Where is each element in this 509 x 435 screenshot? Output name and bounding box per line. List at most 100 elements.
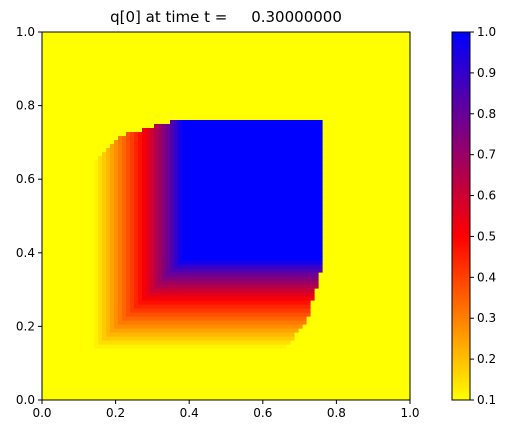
heatmap-cell — [190, 168, 195, 173]
heatmap-cell — [222, 196, 227, 201]
heatmap-cell — [118, 168, 123, 173]
heatmap-cell — [170, 120, 175, 125]
heatmap-cell — [114, 220, 119, 225]
heatmap-cell — [294, 188, 299, 193]
heatmap-cell — [210, 340, 215, 345]
heatmap-cell — [166, 292, 171, 297]
heatmap-cell — [198, 296, 203, 301]
heatmap-cell — [294, 132, 299, 137]
heatmap-cell — [134, 188, 139, 193]
heatmap-cell — [290, 304, 295, 309]
heatmap-cell — [158, 168, 163, 173]
heatmap-cell — [154, 212, 159, 217]
heatmap-cell — [202, 144, 207, 149]
heatmap-cell — [318, 120, 323, 125]
heatmap-cell — [310, 196, 315, 201]
heatmap-cell — [194, 340, 199, 345]
heatmap-cell — [270, 308, 275, 313]
heatmap-cell — [278, 312, 283, 317]
heatmap-cell — [282, 172, 287, 177]
heatmap-cell — [238, 324, 243, 329]
heatmap-cell — [250, 324, 255, 329]
y-axis: 0.00.20.40.60.81.0 — [16, 25, 42, 407]
heatmap-cell — [298, 300, 303, 305]
heatmap-cell — [298, 228, 303, 233]
heatmap-cell — [130, 176, 135, 181]
heatmap-cell — [226, 316, 231, 321]
heatmap-cell — [122, 140, 127, 145]
heatmap-cell — [126, 336, 131, 341]
heatmap-cell — [102, 292, 107, 297]
heatmap-cell — [150, 296, 155, 301]
heatmap-cell — [122, 252, 127, 257]
heatmap-cell — [170, 336, 175, 341]
heatmap-cell — [306, 296, 311, 301]
heatmap-cell — [194, 296, 199, 301]
heatmap-cell — [282, 272, 287, 277]
heatmap-cell — [134, 168, 139, 173]
heatmap-cell — [194, 272, 199, 277]
heatmap-cell — [246, 124, 251, 129]
heatmap-cell — [106, 160, 111, 165]
heatmap-cell — [186, 216, 191, 221]
heatmap-cell — [274, 152, 279, 157]
heatmap-cell — [206, 316, 211, 321]
heatmap-cell — [114, 212, 119, 217]
heatmap-cell — [294, 216, 299, 221]
heatmap-cell — [158, 124, 163, 129]
heatmap-cell — [238, 272, 243, 277]
heatmap-cell — [174, 192, 179, 197]
heatmap-cell — [186, 284, 191, 289]
heatmap-cell — [294, 260, 299, 265]
heatmap-cell — [102, 248, 107, 253]
heatmap-cell — [298, 320, 303, 325]
heatmap-cell — [282, 204, 287, 209]
heatmap-cell — [290, 316, 295, 321]
heatmap-cell — [154, 160, 159, 165]
heatmap-cell — [202, 176, 207, 181]
heatmap-cell — [254, 132, 259, 137]
heatmap-cell — [278, 172, 283, 177]
heatmap-cell — [138, 296, 143, 301]
heatmap-cell — [182, 204, 187, 209]
heatmap-cell — [250, 236, 255, 241]
heatmap-cell — [274, 144, 279, 149]
heatmap-cell — [226, 296, 231, 301]
heatmap-cell — [266, 308, 271, 313]
heatmap-cell — [230, 148, 235, 153]
heatmap-cell — [150, 288, 155, 293]
heatmap-cell — [198, 192, 203, 197]
heatmap-cell — [218, 180, 223, 185]
heatmap-cell — [218, 340, 223, 345]
heatmap-cell — [234, 120, 239, 125]
heatmap-cell — [110, 292, 115, 297]
heatmap-cell — [182, 232, 187, 237]
heatmap-cell — [178, 264, 183, 269]
heatmap-cell — [258, 260, 263, 265]
heatmap-cell — [166, 248, 171, 253]
heatmap-cell — [282, 228, 287, 233]
heatmap-cell — [158, 128, 163, 133]
heatmap-cell — [146, 192, 151, 197]
heatmap-cell — [166, 176, 171, 181]
heatmap-cell — [242, 164, 247, 169]
heatmap-cell — [178, 324, 183, 329]
heatmap-cell — [286, 200, 291, 205]
heatmap-cell — [206, 132, 211, 137]
heatmap-cell — [254, 316, 259, 321]
heatmap-cell — [102, 208, 107, 213]
heatmap-cell — [226, 328, 231, 333]
heatmap-cell — [270, 120, 275, 125]
heatmap-cell — [302, 284, 307, 289]
heatmap-cell — [222, 220, 227, 225]
heatmap-cell — [246, 136, 251, 141]
heatmap-cell — [290, 244, 295, 249]
heatmap-cell — [198, 168, 203, 173]
heatmap-cell — [166, 124, 171, 129]
heatmap-cell — [222, 132, 227, 137]
heatmap-cell — [98, 336, 103, 341]
heatmap-cell — [294, 152, 299, 157]
heatmap-cell — [266, 288, 271, 293]
heatmap-cell — [190, 120, 195, 125]
heatmap-cell — [194, 180, 199, 185]
